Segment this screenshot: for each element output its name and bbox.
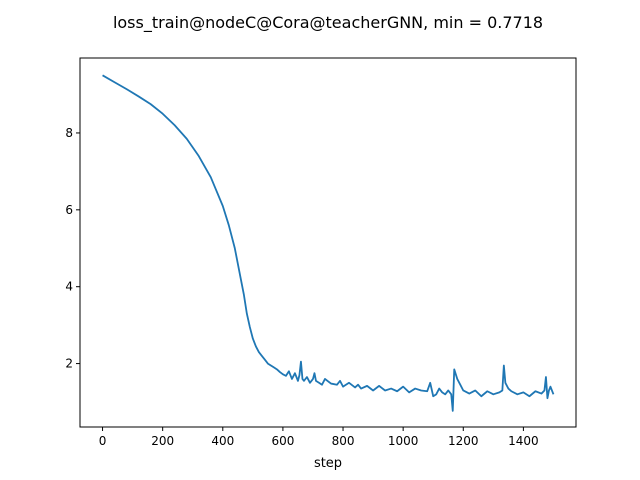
x-tick-label: 1200: [448, 434, 479, 448]
y-tick-label: 2: [65, 357, 73, 371]
x-tick-label: 600: [271, 434, 294, 448]
y-tick-label: 4: [65, 280, 73, 294]
plot-area: 0 200 400 600 800 1000 1200 1400 2 4 6 8: [65, 74, 555, 448]
chart-title: loss_train@nodeC@Cora@teacherGNN, min = …: [113, 13, 543, 33]
series-line-0: [102, 74, 555, 412]
x-tick-label: 1000: [388, 434, 419, 448]
x-tick-label: 0: [99, 434, 107, 448]
x-tick-label: 400: [211, 434, 234, 448]
x-tick-label: 1400: [508, 434, 539, 448]
x-tick-label: 800: [332, 434, 355, 448]
x-axis-label: step: [314, 456, 342, 471]
axes-frame: [79, 57, 577, 428]
y-tick-label: 8: [65, 126, 73, 140]
y-tick-label: 6: [65, 203, 73, 217]
x-tick-label: 200: [151, 434, 174, 448]
